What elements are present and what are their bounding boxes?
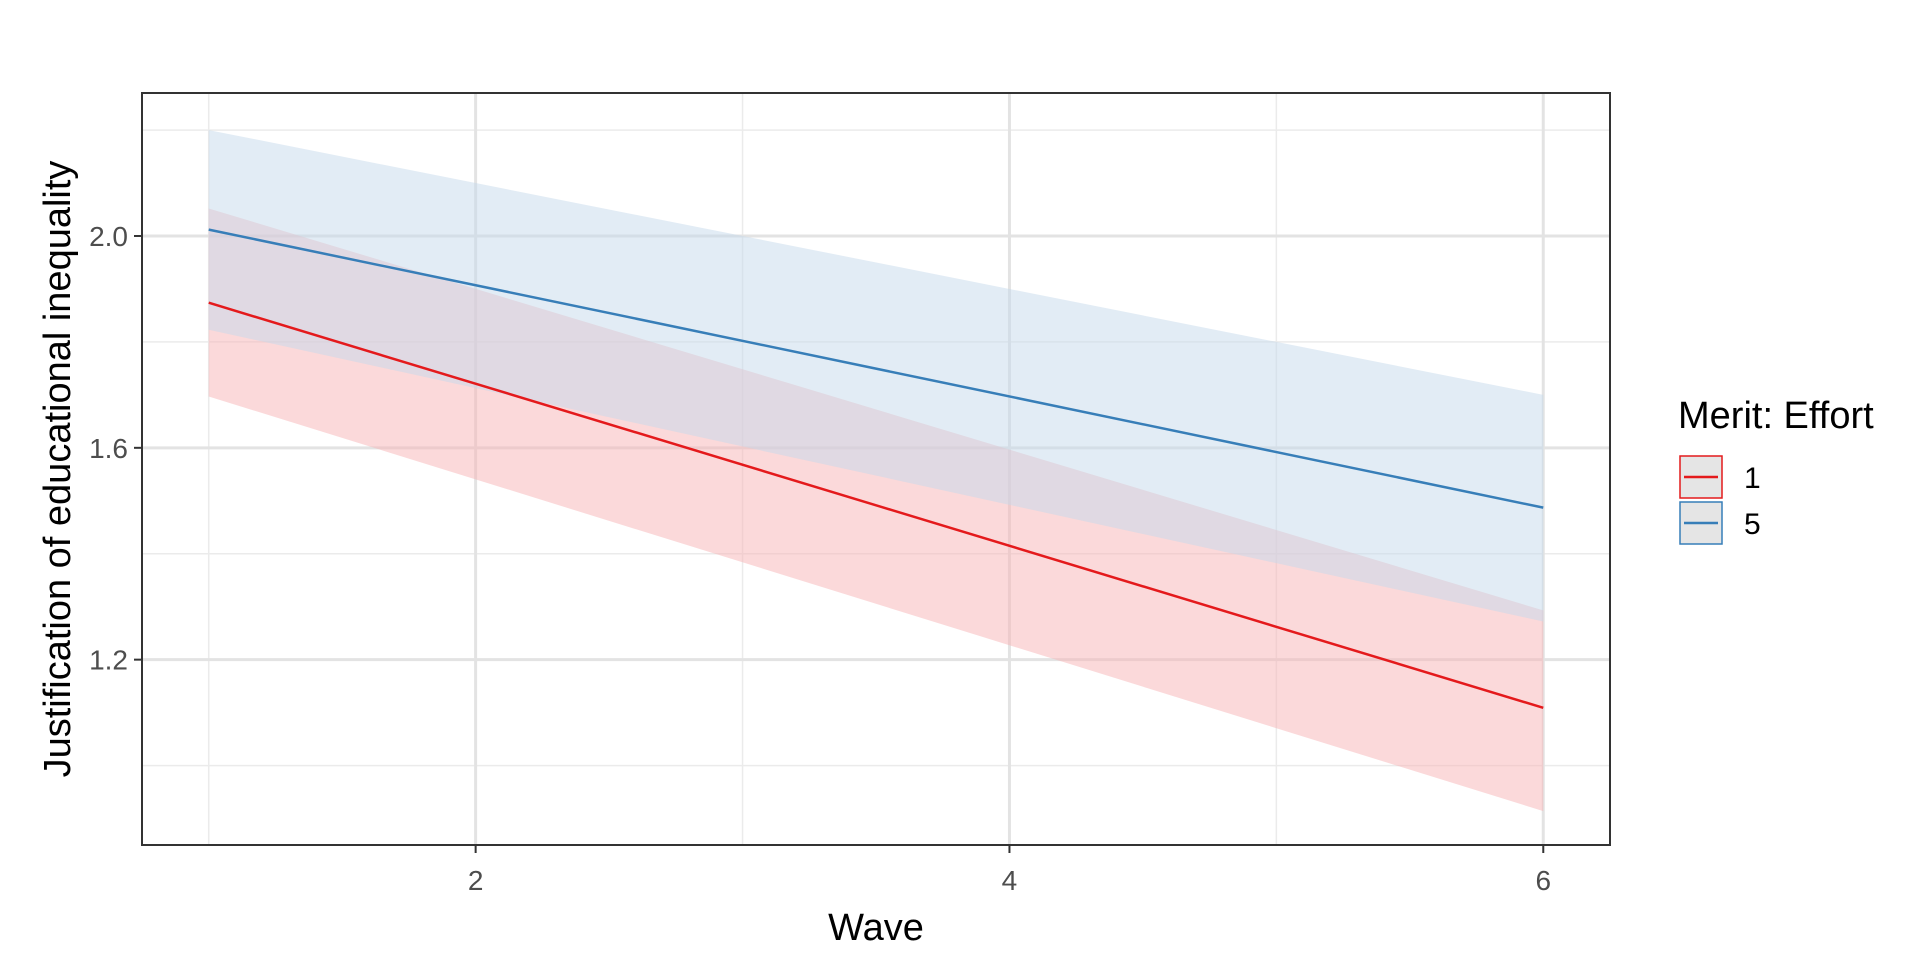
series-lines (208, 228, 1544, 710)
x-tick-label: 4 (1002, 865, 1018, 896)
panel-border (141, 92, 1611, 846)
legend-label: 5 (1744, 508, 1761, 541)
confidence-ribbons (208, 130, 1544, 812)
legend-item-5: 5 (1679, 501, 1761, 545)
legend: Merit: Effort 15 (1678, 395, 1874, 545)
x-axis-title: Wave (828, 907, 924, 949)
legend-keys: 15 (1679, 455, 1761, 545)
axis-ticks (134, 234, 1545, 853)
line-series-1 (208, 301, 1544, 710)
line-series-5 (208, 228, 1544, 509)
y-tick-label: 1.2 (89, 645, 128, 676)
ribbon-series-5 (208, 130, 1544, 622)
legend-label: 1 (1744, 462, 1761, 495)
legend-title: Merit: Effort (1678, 395, 1874, 437)
y-tick-label: 2.0 (89, 221, 128, 252)
y-tick-label: 1.6 (89, 433, 128, 464)
y-axis-title: Justification of educational inequality (37, 161, 79, 778)
x-tick-label: 2 (468, 865, 484, 896)
legend-item-1: 1 (1679, 455, 1761, 499)
y-tick-labels: 1.2 1.6 2.0 (89, 221, 128, 676)
x-tick-labels: 2 4 6 (468, 865, 1551, 896)
x-tick-label: 6 (1535, 865, 1551, 896)
